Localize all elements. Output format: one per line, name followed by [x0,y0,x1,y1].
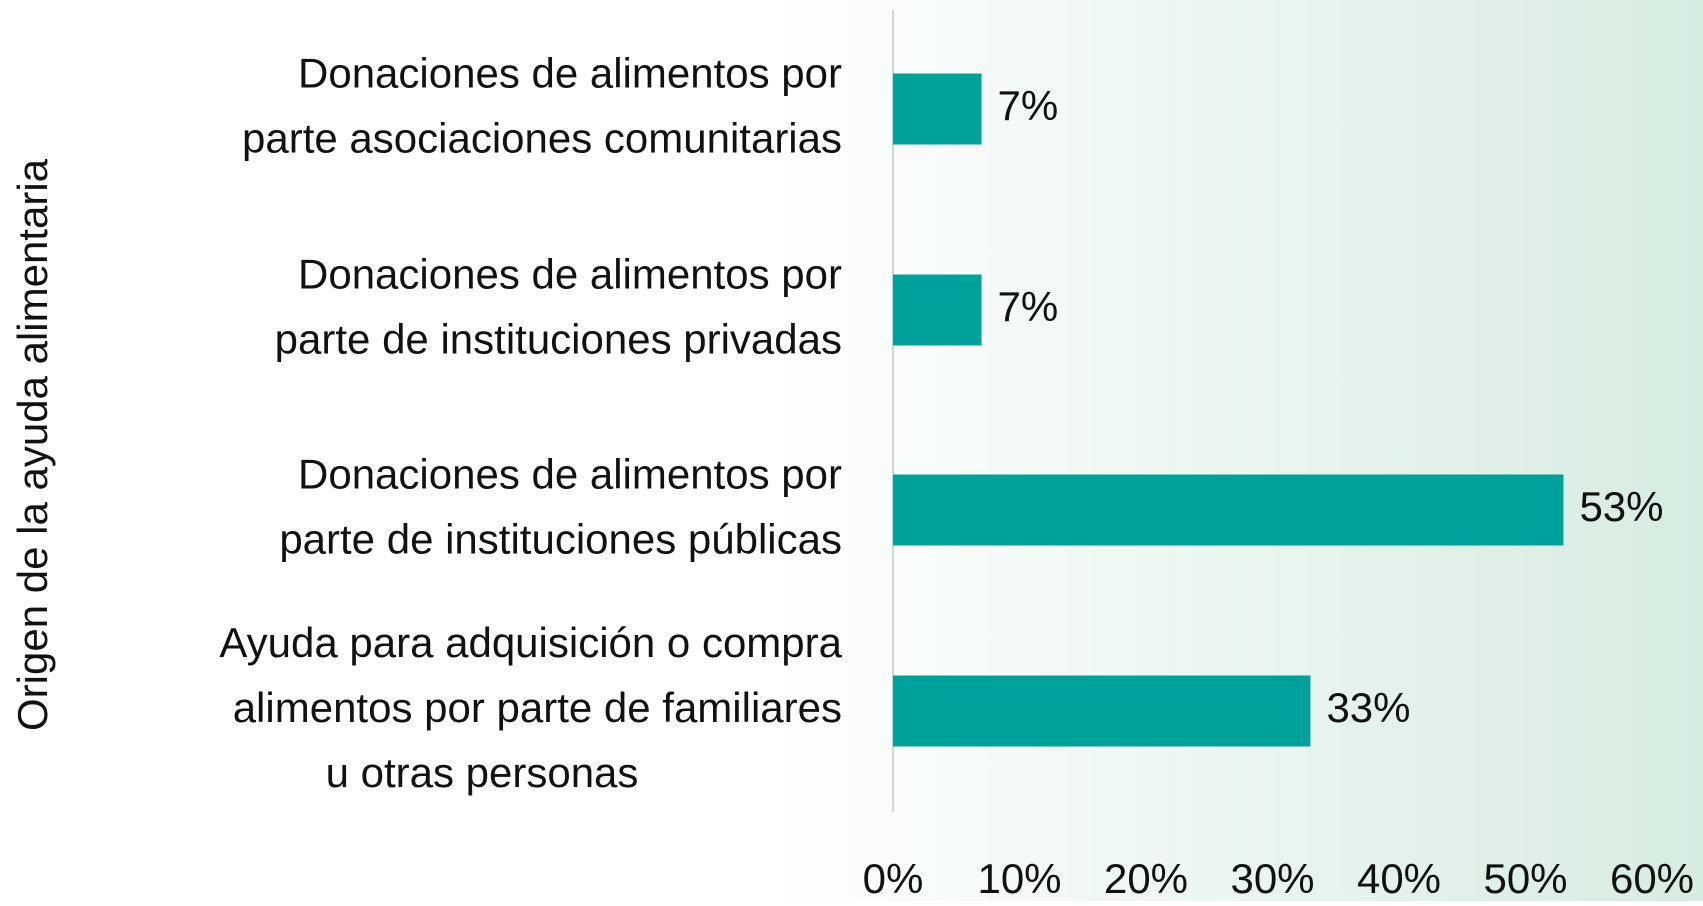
data-label: 53% [1579,483,1663,530]
x-tick-label: 30% [1230,855,1314,901]
x-tick-label: 0% [863,855,924,901]
category-line: parte de instituciones públicas [279,516,842,563]
category-label: Donaciones de alimentos por parte de inst… [275,251,842,363]
x-tick-label: 60% [1610,855,1694,901]
category-label: Donaciones de alimentos por parte asociac… [242,50,842,162]
bar [893,675,1311,747]
data-label: 7% [998,82,1059,129]
category-label: Ayuda para adquisición o compra alimentos… [219,619,842,796]
category-line: Donaciones de alimentos por [298,451,842,498]
category-line: alimentos por parte de familiares [233,684,842,731]
category-line: Ayuda para adquisición o compra [219,619,842,666]
data-label: 33% [1326,684,1410,731]
category-line: u otras personas [326,749,639,796]
x-tick-label: 20% [1104,855,1188,901]
bar [893,474,1564,546]
category-label: Donaciones de alimentos por parte de inst… [279,451,842,563]
category-line: parte asociaciones comunitarias [242,115,842,162]
data-label: 7% [998,283,1059,330]
x-tick-label: 40% [1357,855,1441,901]
x-tick-label: 50% [1483,855,1567,901]
category-line: Donaciones de alimentos por [298,50,842,97]
bar [893,73,982,145]
x-tick-label: 10% [977,855,1061,901]
category-line: Donaciones de alimentos por [298,251,842,298]
y-axis-title: Origen de la ayuda alimentaria [9,158,56,731]
bar [893,274,982,346]
category-line: parte de instituciones privadas [275,316,842,363]
